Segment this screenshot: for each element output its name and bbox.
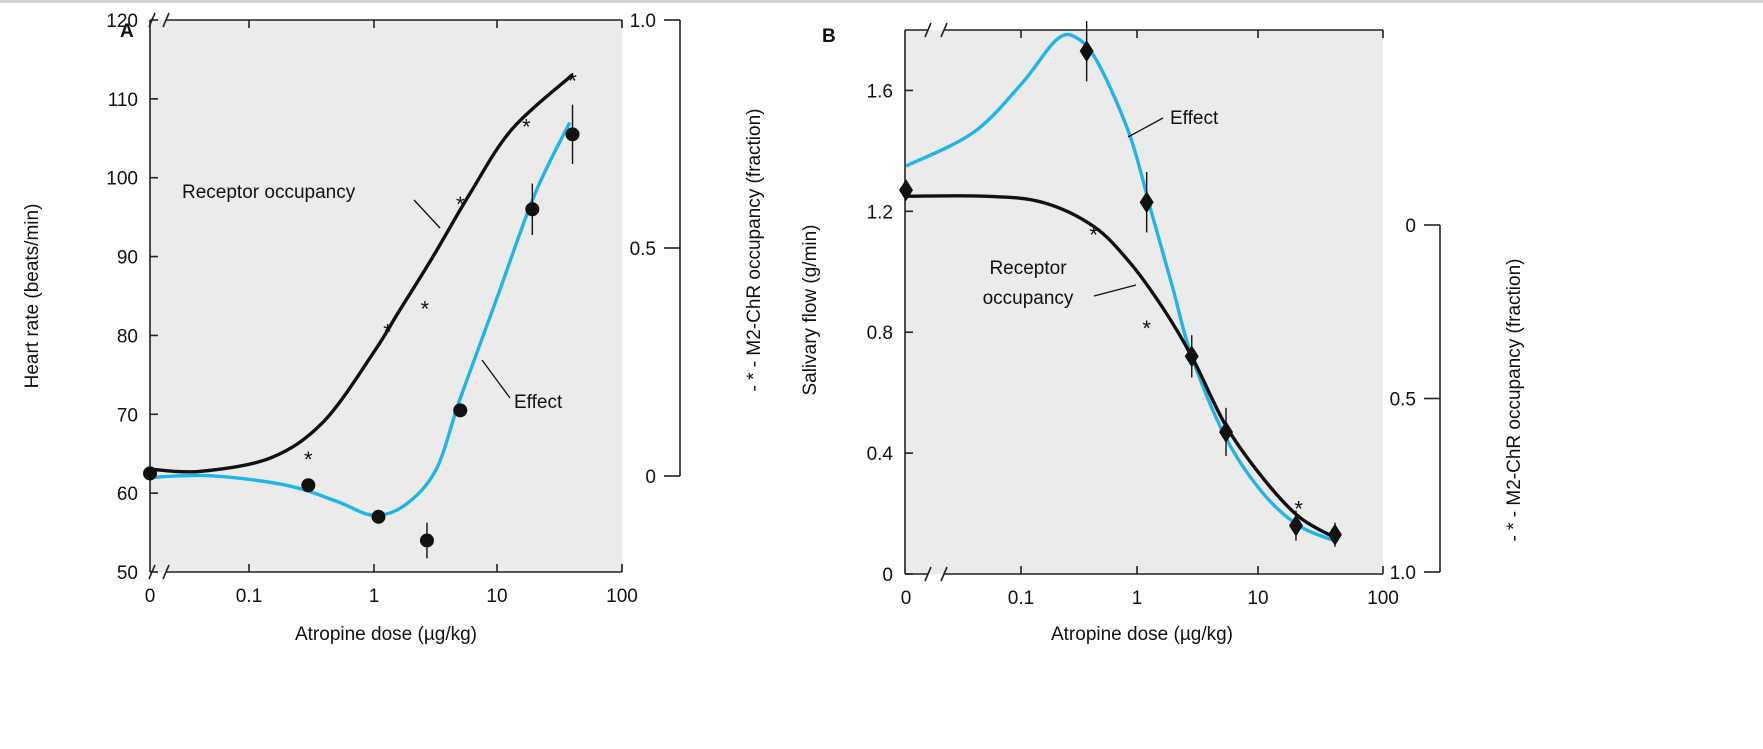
panel-a-y-tick-label: 50	[117, 563, 138, 584]
panel-a-occupancy-point: *	[421, 297, 430, 322]
panel-b-effect-point	[899, 179, 913, 202]
panel-a-y-tick-label: 110	[108, 90, 138, 111]
panel-b-plot-area	[905, 30, 1383, 574]
panel-a-x-tick-label: 0	[145, 586, 156, 607]
panel-a-occupancy-point: *	[304, 447, 313, 472]
panel-a-y-tick-label: 90	[117, 248, 138, 269]
panel-b-y-tick-label: 0.4	[867, 444, 894, 465]
panel-b-receptor-occupancy-leader	[1093, 284, 1137, 297]
panel-b-effect-point	[1079, 40, 1094, 63]
panel-a-occupancy-point: *	[456, 192, 465, 217]
panel-a-axis-break-mark	[162, 12, 170, 28]
panel-b-effect-point	[1219, 420, 1234, 443]
panel-a-y-axis-title: Heart rate (beats/min)	[22, 204, 43, 389]
panel-a-occupancy-point: *	[383, 320, 392, 345]
panel-a-occupancy-point: *	[568, 69, 577, 94]
panel-a-y-tick-label: 120	[106, 11, 138, 32]
panel-a-effect-label: Effect	[514, 392, 563, 413]
panel-b-x-tick-label: 1	[1132, 588, 1143, 609]
panel-a-effect-point	[419, 533, 434, 548]
panel-b-x-tick-label: 0	[901, 588, 912, 609]
panel-a-effect-curve	[149, 121, 572, 517]
panel-b-effect-point	[1288, 514, 1303, 537]
panel-b-occupancy-point: *	[1142, 316, 1151, 341]
panel-a-occupancy-point: *	[522, 114, 531, 139]
panel-a-axis-break-mark	[162, 564, 170, 580]
panel-b-x-tick-label: 0.1	[1008, 588, 1034, 609]
panel-b-effect-point	[1184, 345, 1199, 368]
panel-b-effect-curve	[905, 32, 1336, 543]
panel-b-y-axis-title: Salivary flow (g/min)	[800, 224, 821, 395]
panel-a-effect-point	[143, 466, 157, 481]
panel-a-y-tick-label: 80	[117, 326, 138, 347]
panel-a-x-tick-label: 10	[486, 586, 507, 607]
panel-b-receptor-occupancy-label-line1: Receptor	[989, 258, 1067, 279]
panel-b-occupancy-point: *	[1187, 344, 1196, 369]
panel-b-axis-break-mark	[940, 22, 948, 38]
panel-b-effect-point	[1327, 523, 1342, 546]
panel-a-effect-leader	[481, 359, 511, 399]
panel-b-occupancy-point: *	[1294, 497, 1303, 522]
panel-b-y-tick-label: 0	[882, 565, 893, 586]
panel-b-effect-point	[1139, 191, 1154, 214]
panel-a-y2-tick-label: 1.0	[630, 11, 656, 32]
panel-b-y2-tick-label: 0.5	[1390, 390, 1416, 411]
panel-b-y-tick-label: 1.2	[867, 202, 893, 223]
panel-b-axis-break-mark	[924, 566, 932, 582]
panel-a-receptor-occupancy-label: Receptor occupancy	[182, 182, 356, 203]
panel-b-x-axis-title: Atropine dose (µg/kg)	[1051, 624, 1233, 645]
panel-a-y2-tick-label: 0.5	[630, 239, 656, 260]
panel-a-plot-area	[150, 20, 622, 572]
panel-b-occupancy-curve	[905, 194, 1336, 540]
panel-b-x-tick-label: 10	[1247, 588, 1268, 609]
panel-a-letter: A	[120, 21, 134, 42]
panel-a-effect-point	[301, 478, 316, 493]
top-divider-line	[0, 0, 1763, 3]
panel-b-y2-axis-title: - * - M2-ChR occupancy (fraction)	[1504, 259, 1525, 542]
panel-a-effect-point	[371, 509, 386, 524]
panel-a-receptor-occupancy-leader	[413, 199, 441, 229]
panel-a-x-axis-title: Atropine dose (µg/kg)	[295, 624, 477, 645]
panel-b-y2-tick-label: 1.0	[1390, 563, 1416, 584]
panel-b-x-tick-label: 100	[1367, 588, 1399, 609]
panel-a-x-tick-label: 0.1	[236, 586, 262, 607]
panel-b-letter: B	[822, 26, 836, 47]
panel-a-effect-point	[453, 403, 468, 418]
panel-a-effect-point	[565, 127, 580, 142]
panel-a-x-tick-label: 1	[369, 586, 380, 607]
panel-a-y-tick-label: 70	[117, 405, 138, 426]
panel-a-y-tick-label: 60	[117, 484, 138, 505]
panel-b: B 0 0.4 0.8 1.2 1.6 0 0.1 1 10 100 Atropine dose (µ…	[800, 20, 1525, 645]
panel-b-occupancy-point: *	[1089, 222, 1098, 247]
panel-a-y2-axis-title: - * - M2-ChR occupancy (fraction)	[744, 109, 765, 392]
panel-b-receptor-occupancy-label-line2: occupancy	[983, 288, 1074, 309]
panel-b-y-tick-label: 1.6	[867, 81, 893, 102]
panel-b-axis-break-mark	[940, 566, 948, 582]
panel-b-effect-label: Effect	[1170, 108, 1219, 129]
panel-b-axis-break-mark	[924, 22, 932, 38]
panel-a-occupancy-curve	[149, 73, 574, 474]
panel-b-effect-leader	[1127, 117, 1164, 138]
panel-a-x-tick-label: 100	[606, 586, 638, 607]
panel-a-effect-point	[525, 202, 540, 217]
panel-a-y2-tick-label: 0	[645, 467, 656, 488]
panel-a-y-tick-label: 100	[106, 169, 138, 190]
panel-b-y-tick-label: 0.8	[867, 323, 893, 344]
panel-b-y2-tick-label: 0	[1405, 216, 1416, 237]
